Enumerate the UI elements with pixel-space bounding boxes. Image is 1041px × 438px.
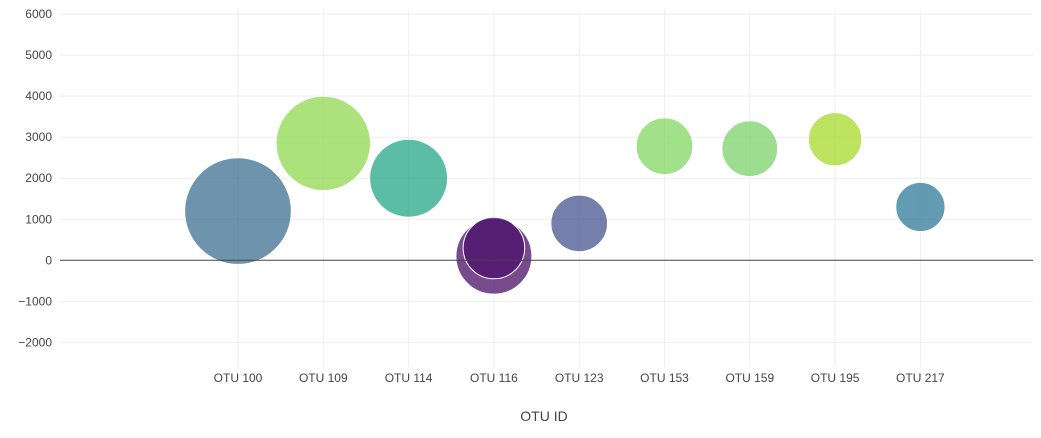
axis-layer: −2000 −1000 0 1000 2000 3000 4000 5000 6000 OTU 1…	[18, 7, 1033, 385]
bubble-point[interactable]	[895, 181, 946, 233]
x-tick-label: OTU 153	[640, 371, 689, 385]
x-tick-label: OTU 195	[811, 371, 860, 385]
y-tick-label: 0	[45, 253, 52, 267]
bubble-point[interactable]	[184, 157, 292, 265]
x-tick-label: OTU 114	[385, 371, 433, 385]
bubble-point[interactable]	[807, 112, 863, 167]
bubble-point[interactable]	[369, 138, 449, 218]
x-axis-title: OTU ID	[520, 408, 567, 424]
y-tick-label: 1000	[25, 212, 52, 226]
bubble-point[interactable]	[635, 117, 694, 176]
y-tick-label: −1000	[18, 294, 52, 308]
x-tick-label: OTU 159	[725, 371, 774, 385]
bubble-point[interactable]	[721, 120, 779, 178]
x-tick-label: OTU 100	[214, 371, 263, 385]
x-tick-label: OTU 123	[555, 371, 604, 385]
y-tick-label: 6000	[25, 7, 52, 21]
x-tick-label: OTU 217	[896, 371, 945, 385]
x-tick-label: OTU 116	[470, 371, 518, 385]
bubble-layer	[184, 95, 946, 295]
y-tick-label: 2000	[25, 171, 52, 185]
bubble-point[interactable]	[462, 216, 526, 280]
bubble-point[interactable]	[550, 194, 609, 253]
bubble-point[interactable]	[275, 95, 371, 192]
x-tick-label: OTU 109	[299, 371, 348, 385]
y-tick-label: 4000	[25, 89, 52, 103]
y-tick-label: 5000	[25, 48, 52, 62]
y-tick-label: 3000	[25, 130, 52, 144]
y-tick-label: −2000	[18, 335, 52, 349]
